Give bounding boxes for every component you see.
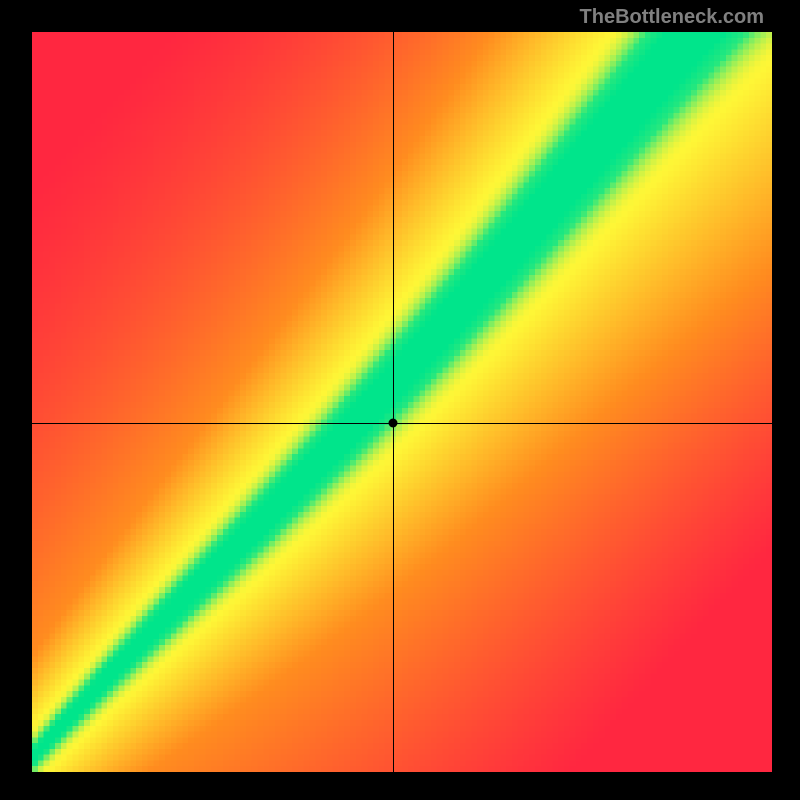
heatmap-canvas bbox=[32, 32, 772, 772]
crosshair-marker bbox=[389, 418, 398, 427]
heatmap-chart bbox=[32, 32, 772, 772]
crosshair-vertical bbox=[393, 32, 394, 772]
watermark-text: TheBottleneck.com bbox=[580, 6, 764, 29]
crosshair-horizontal bbox=[32, 423, 772, 424]
